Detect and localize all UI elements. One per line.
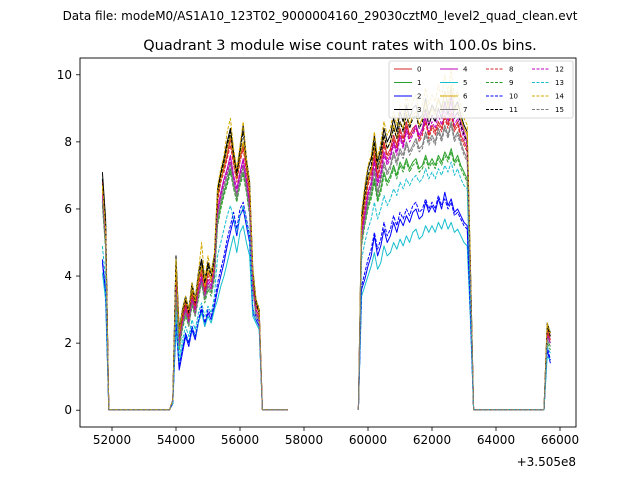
series-line-10 <box>357 195 551 411</box>
legend-label-3: 3 <box>417 106 421 114</box>
legend-label-2: 2 <box>417 93 421 101</box>
legend-label-6: 6 <box>463 93 468 101</box>
y-tick-label: 10 <box>57 68 72 82</box>
x-tick-label: 66000 <box>541 433 579 447</box>
x-axis-offset-label: +3.505e8 <box>517 455 576 469</box>
y-tick-label: 8 <box>64 135 72 149</box>
legend-label-0: 0 <box>417 66 421 74</box>
legend-box <box>388 60 574 119</box>
y-tick-label: 2 <box>64 336 72 350</box>
x-tick-label: 56000 <box>221 433 259 447</box>
figure-suptitle: Data file: modeM0/AS1A10_123T02_90000041… <box>63 9 578 23</box>
legend-label-4: 4 <box>463 66 468 74</box>
legend-label-5: 5 <box>463 79 467 87</box>
legend-label-8: 8 <box>509 66 513 74</box>
plot-frame <box>79 57 577 428</box>
y-tick-label: 4 <box>64 269 72 283</box>
legend-label-9: 9 <box>509 79 513 87</box>
x-tick-label: 62000 <box>413 433 451 447</box>
legend-label-15: 15 <box>555 106 564 114</box>
y-axis: 0 2 4 6 8 10 <box>57 68 80 417</box>
legend-label-10: 10 <box>509 93 518 101</box>
series-line-15 <box>101 164 288 411</box>
x-tick-label: 60000 <box>349 433 387 447</box>
series-line-15 <box>357 124 551 411</box>
x-tick-label: 64000 <box>477 433 515 447</box>
x-tick-label: 54000 <box>157 433 195 447</box>
legend-label-13: 13 <box>555 79 564 87</box>
y-tick-label: 0 <box>64 403 72 417</box>
y-tick-label: 6 <box>64 202 72 216</box>
legend-label-7: 7 <box>463 106 467 114</box>
series-layer <box>101 67 551 411</box>
series-line-5 <box>357 218 551 411</box>
legend-label-14: 14 <box>555 93 564 101</box>
x-tick-label: 52000 <box>93 433 131 447</box>
legend-label-1: 1 <box>417 79 421 87</box>
chart-title: Quadrant 3 module wise count rates with … <box>143 38 537 54</box>
x-tick-label: 58000 <box>285 433 323 447</box>
x-axis: 52000 54000 56000 58000 60000 62000 64000 66000 <box>93 427 579 447</box>
legend-label-11: 11 <box>509 106 518 114</box>
legend-label-12: 12 <box>555 66 564 74</box>
series-line-9 <box>357 151 551 411</box>
